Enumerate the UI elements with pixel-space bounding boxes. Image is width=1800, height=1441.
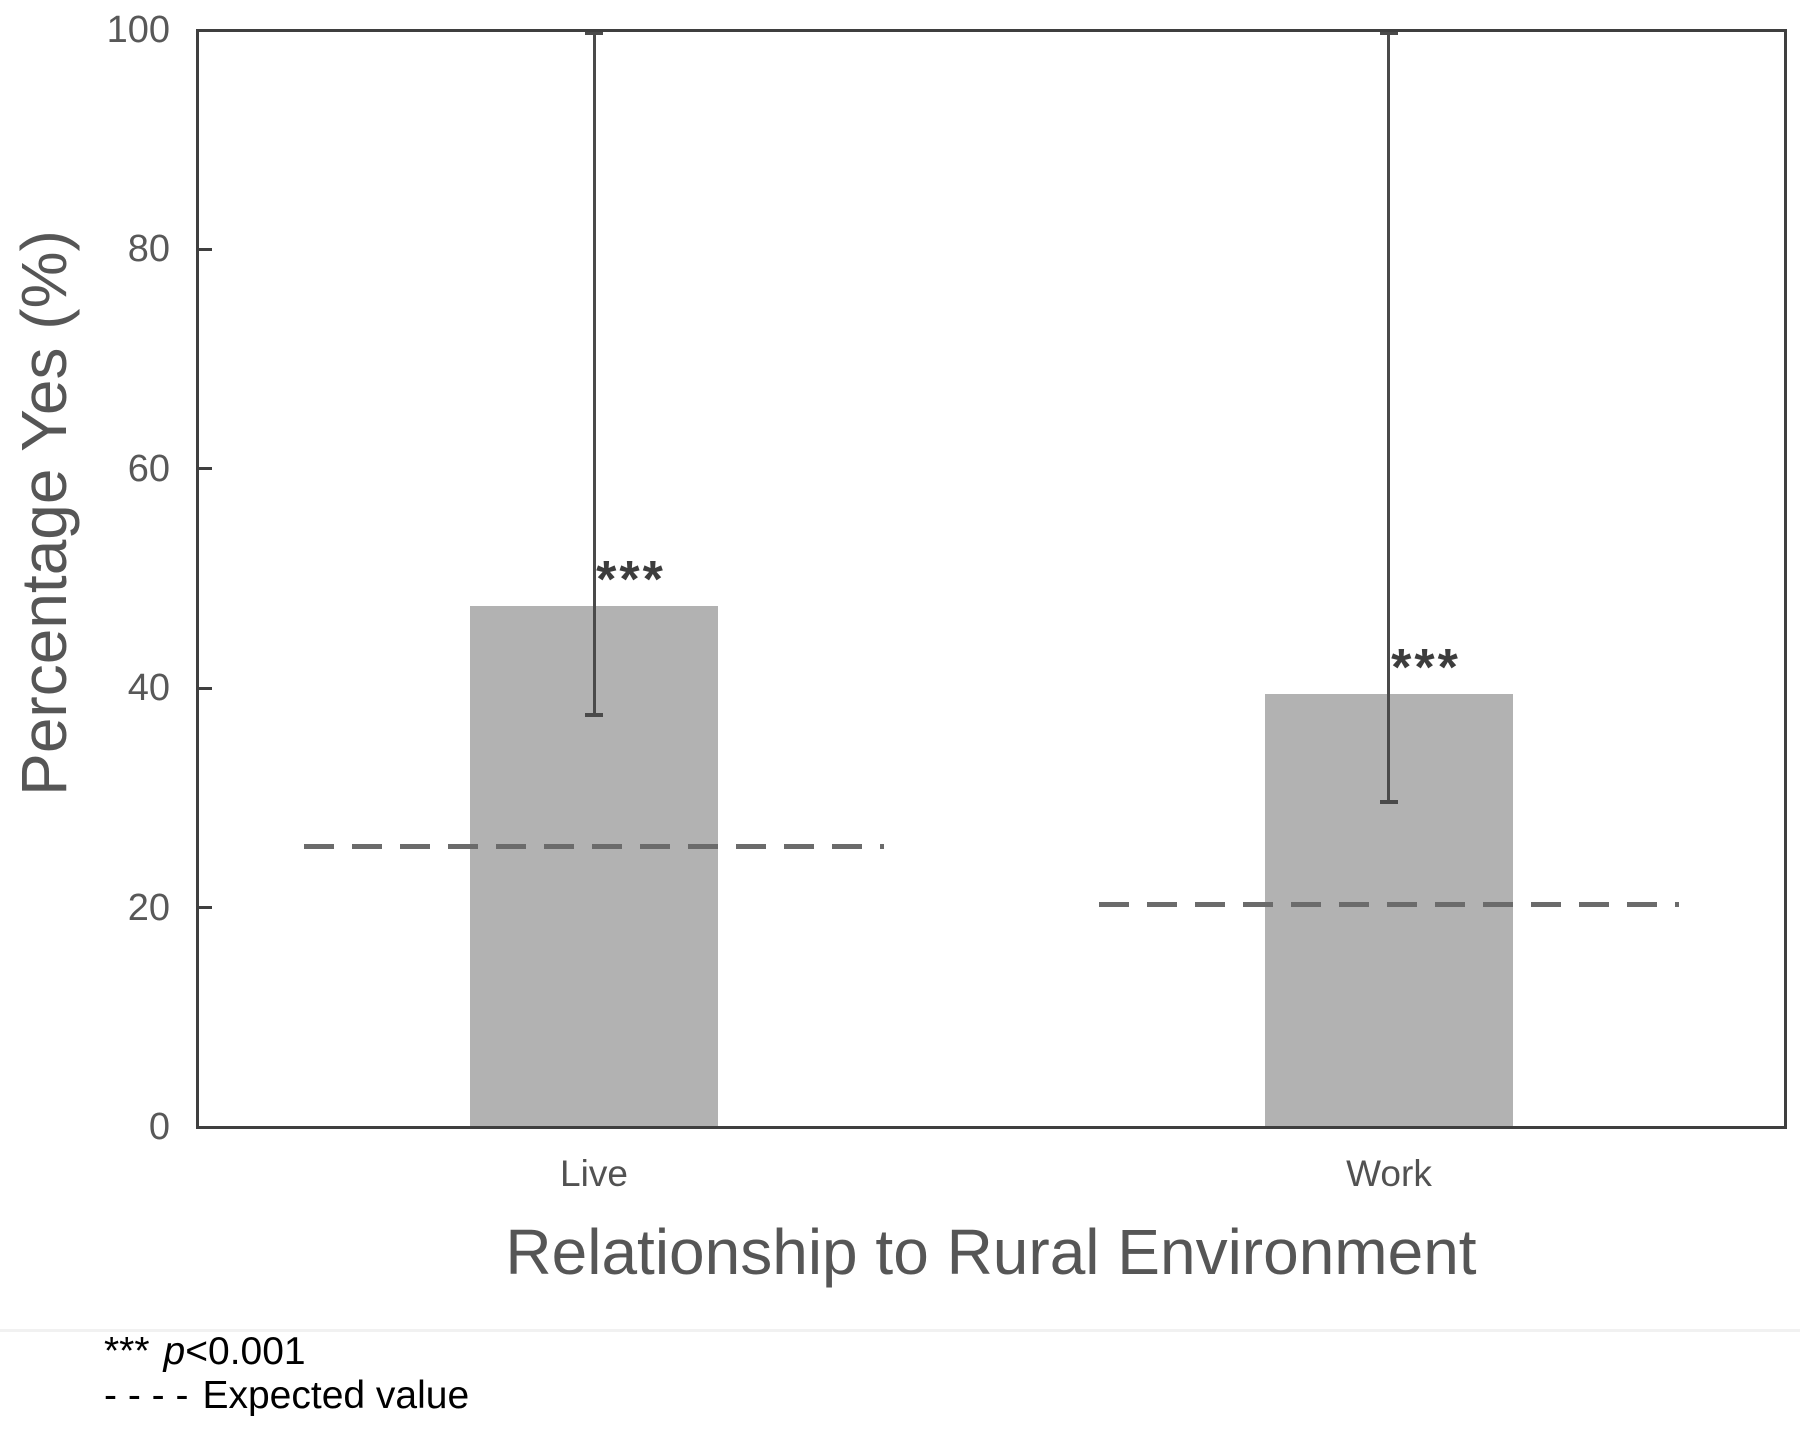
error-cap-bottom-live: [585, 713, 603, 717]
figure-bottom-divider: [0, 1329, 1800, 1332]
y-tick-label-40: 40: [127, 667, 170, 709]
y-tick-60: [198, 467, 212, 470]
expected-line-work: [1099, 902, 1679, 907]
error-cap-bottom-work: [1380, 800, 1398, 804]
x-category-live: Live: [560, 1153, 628, 1194]
expected-value-note: - - - - Expected value: [104, 1372, 469, 1420]
y-tick-40: [198, 687, 212, 690]
significance-note-value: <0.001: [185, 1330, 306, 1373]
expected-line-live: [304, 844, 884, 849]
y-tick-label-0: 0: [148, 1106, 170, 1148]
significance-work: ***: [1391, 639, 1461, 697]
significance-note-p: p: [163, 1330, 186, 1373]
error-cap-top-work: [1380, 31, 1398, 35]
y-tick-20: [198, 906, 212, 909]
y-tick-label-60: 60: [127, 448, 170, 490]
y-tick-80: [198, 248, 212, 251]
y-tick-label-80: 80: [127, 228, 170, 270]
error-cap-top-live: [585, 31, 603, 35]
error-bar-live: [593, 31, 596, 716]
x-category-work: Work: [1346, 1153, 1432, 1194]
expected-value-note-label: Expected value: [202, 1374, 470, 1417]
y-tick-label-100: 100: [106, 9, 170, 51]
significance-live: ***: [596, 551, 666, 609]
expected-value-note-dashes: - - - -: [104, 1374, 189, 1417]
significance-note-stars: ***: [104, 1330, 150, 1373]
x-axis-title: Relationship to Rural Environment: [505, 1216, 1477, 1288]
y-tick-label-20: 20: [127, 887, 170, 929]
significance-note: *** p<0.001: [104, 1328, 306, 1376]
plot-box-border: [196, 29, 1787, 1129]
error-bar-work: [1387, 31, 1390, 803]
